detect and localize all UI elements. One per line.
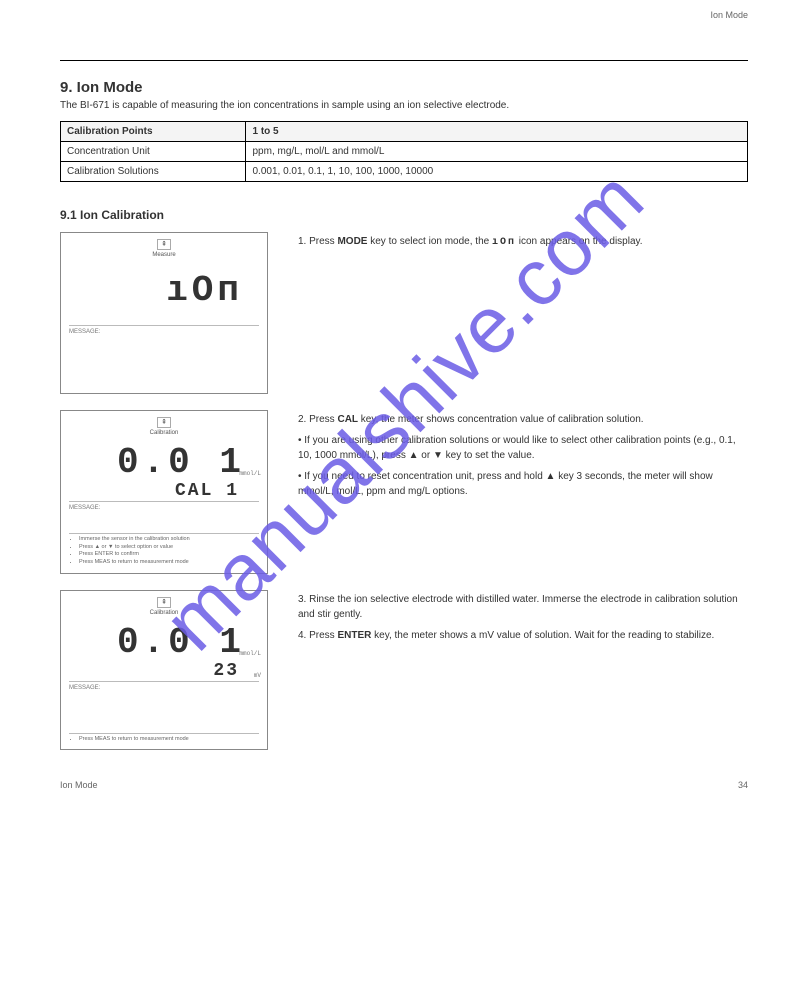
- section-subtitle: The BI-671 is capable of measuring the i…: [60, 100, 748, 111]
- bullet-line: • If you need to reset concentration uni…: [298, 469, 748, 499]
- page: manualshive.com Ion Mode 9. Ion Mode The…: [0, 0, 808, 830]
- hint-line: Press ▲ or ▼ to select option or value: [79, 544, 259, 552]
- electrode-icon: ⇞: [157, 417, 171, 428]
- lcd-footer-hints: Immerse the sensor in the calibration so…: [61, 534, 267, 573]
- electrode-icon: ⇞: [157, 239, 171, 250]
- divider-top: [60, 60, 748, 61]
- lcd-display-value: 0.0 1 mmol/L: [61, 622, 267, 663]
- subsection-heading: 9.1 Ion Calibration: [60, 208, 748, 222]
- lcd-unit: mmol/L: [239, 470, 261, 477]
- lcd-panel-cal2: ⇞ Calibration 0.0 1 mmol/L 23 mV MESSAGE…: [60, 590, 268, 751]
- section-title: 9. Ion Mode: [60, 79, 748, 96]
- lcd-sub-unit: mV: [254, 672, 261, 679]
- table-header-cell: 1 to 5: [246, 122, 748, 142]
- hint-line: Immerse the sensor in the calibration so…: [79, 536, 259, 544]
- hint-line: Press MEAS to return to measurement mode: [79, 559, 259, 567]
- step-2-description: 2. Press CAL key, the meter shows concen…: [298, 410, 748, 499]
- step-line: 3. Rinse the ion selective electrode wit…: [298, 592, 748, 622]
- key-name: MODE: [337, 236, 367, 247]
- step-row-2: ⇞ Calibration 0.0 1 mmol/L CAL 1 MESSAGE…: [60, 410, 748, 574]
- table-cell: Calibration Solutions: [61, 162, 246, 182]
- hint-line: Press MEAS to return to measurement mode: [79, 736, 259, 744]
- lcd-sub-value: 23 mV: [61, 661, 267, 681]
- table-cell: Concentration Unit: [61, 142, 246, 162]
- hint-line: Press ENTER to confirm: [79, 551, 259, 559]
- key-name: CAL: [337, 414, 358, 425]
- lcd-panel-cal1: ⇞ Calibration 0.0 1 mmol/L CAL 1 MESSAGE…: [60, 410, 268, 574]
- lcd-header: ⇞ Calibration: [61, 591, 267, 616]
- footer-page-number: 34: [738, 780, 748, 790]
- lcd-mode-label: Measure: [152, 252, 175, 258]
- lcd-unit: mmol/L: [239, 650, 261, 657]
- lcd-message-label: MESSAGE:: [61, 682, 267, 713]
- lcd-mode-label: Calibration: [150, 610, 179, 616]
- table-header-cell: Calibration Points: [61, 122, 246, 142]
- table-cell: 0.001, 0.01, 0.1, 1, 10, 100, 1000, 1000…: [246, 162, 748, 182]
- lcd-display-value: 0.0 1 mmol/L: [61, 442, 267, 483]
- spec-table: Calibration Points 1 to 5 Concentration …: [60, 121, 748, 182]
- table-row: Calibration Points 1 to 5: [61, 122, 748, 142]
- key-name: ENTER: [337, 630, 371, 641]
- lcd-mode-label: Calibration: [150, 430, 179, 436]
- lcd-message-label: MESSAGE:: [61, 326, 267, 357]
- table-row: Concentration Unit ppm, mg/L, mol/L and …: [61, 142, 748, 162]
- lcd-display-value: ıOᴨ: [61, 270, 267, 311]
- ion-glyph: ıOᴨ: [492, 237, 516, 248]
- lcd-message-label: MESSAGE:: [61, 502, 267, 533]
- step-3-description: 3. Rinse the ion selective electrode wit…: [298, 590, 748, 643]
- lcd-footer-hints: Press MEAS to return to measurement mode: [61, 734, 267, 750]
- header-right-label: Ion Mode: [60, 10, 748, 20]
- footer-left: Ion Mode: [60, 780, 98, 790]
- step-row-1: ⇞ Measure ıOᴨ MESSAGE: 1. Press MODE key…: [60, 232, 748, 394]
- table-cell: ppm, mg/L, mol/L and mmol/L: [246, 142, 748, 162]
- lcd-panel-measure: ⇞ Measure ıOᴨ MESSAGE:: [60, 232, 268, 394]
- step-row-3: ⇞ Calibration 0.0 1 mmol/L 23 mV MESSAGE…: [60, 590, 748, 751]
- page-footer: Ion Mode 34: [60, 780, 748, 790]
- lcd-sub-value: CAL 1: [61, 481, 267, 501]
- lcd-header: ⇞ Measure: [61, 233, 267, 258]
- table-row: Calibration Solutions 0.001, 0.01, 0.1, …: [61, 162, 748, 182]
- bullet-line: • If you are using other calibration sol…: [298, 433, 748, 463]
- lcd-header: ⇞ Calibration: [61, 411, 267, 436]
- step-1-description: 1. Press MODE key to select ion mode, th…: [298, 232, 748, 250]
- electrode-icon: ⇞: [157, 597, 171, 608]
